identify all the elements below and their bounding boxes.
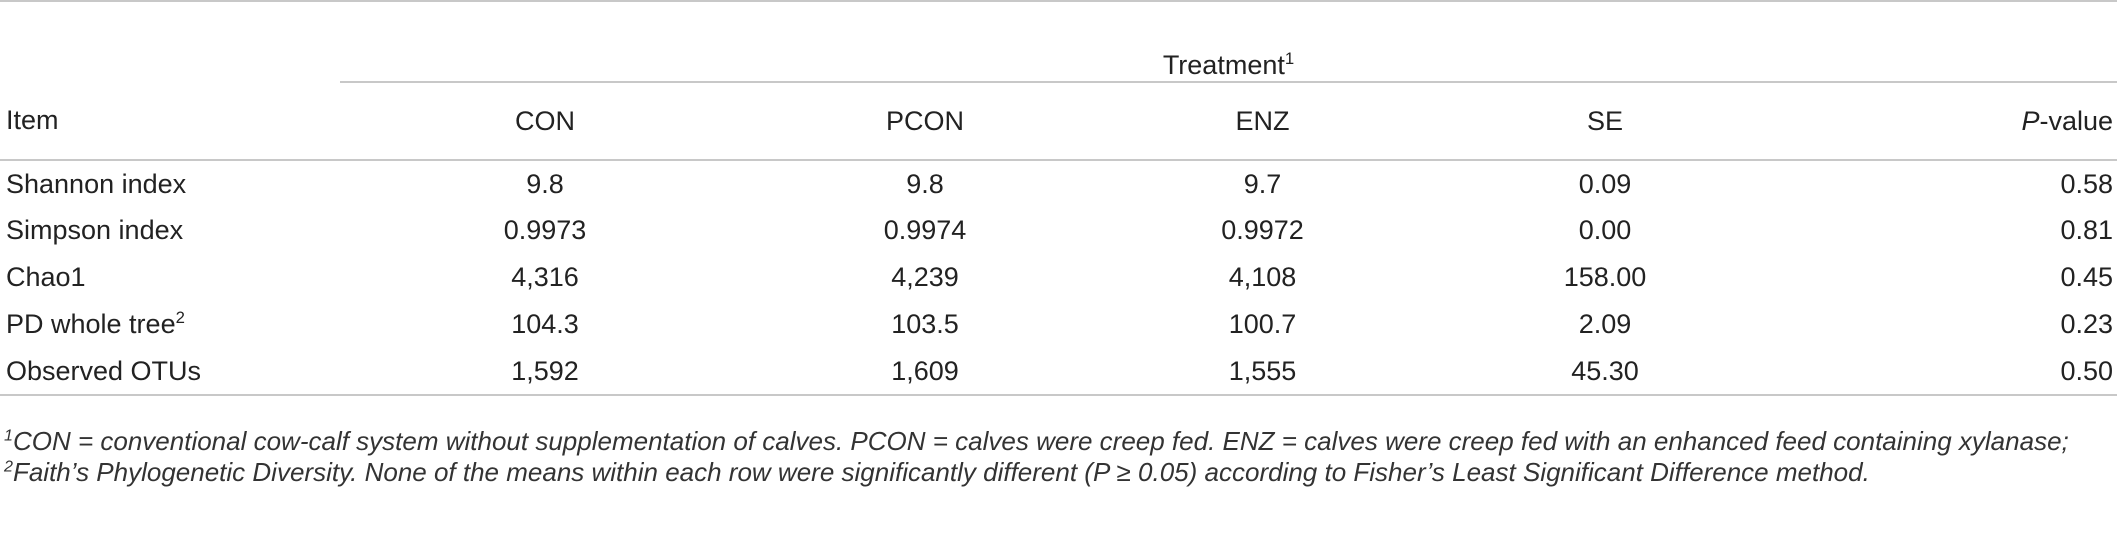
table-row: Chao1 4,316 4,239 4,108 158.00 0.45: [0, 254, 2117, 301]
table-row: Simpson index 0.9973 0.9974 0.9972 0.00 …: [0, 207, 2117, 254]
col-header-p-value: P-value: [1785, 82, 2117, 161]
col-header-se: SE: [1425, 82, 1785, 161]
col-header-con: CON: [340, 82, 750, 161]
cell-se: 45.30: [1425, 348, 1785, 396]
cell-pcon: 4,239: [891, 262, 959, 292]
table-footnote: 1CON = conventional cow-calf system with…: [4, 426, 2112, 488]
cell-p-value: 0.23: [2060, 309, 2113, 339]
cell-enz: 100.7: [1228, 309, 1297, 339]
cell-pcon: 9.8: [906, 168, 944, 199]
table-row: Shannon index 9.8 9.8 9.7 0.09 0.58: [0, 160, 2117, 207]
cell-con: 4,316: [511, 262, 579, 292]
cell-p-value: 0.58: [2060, 168, 2113, 199]
cell-con: 0.9973: [503, 215, 587, 245]
cell-con: 9.8: [526, 168, 564, 199]
cell-con: 1,592: [340, 348, 750, 396]
treatment-group-header: Treatment1: [340, 2, 2117, 83]
footnote-text-1: CON = conventional cow-calf system witho…: [12, 426, 2069, 456]
cell-enz: 1,555: [1100, 348, 1425, 396]
cell-se: 158.00: [1563, 262, 1647, 292]
cell-pcon: 103.5: [891, 309, 959, 339]
column-header-row: Item CON PCON ENZ SE P-value: [0, 82, 2117, 161]
cell-se: 0.09: [1578, 168, 1632, 199]
cell-p-value: 0.45: [2060, 262, 2113, 292]
cell-con: 104.3: [511, 309, 579, 339]
cell-se: 2.09: [1578, 309, 1632, 339]
group-header-row: Treatment1: [0, 2, 2117, 83]
data-table: Treatment1 Item CON PCON ENZ SE P-value …: [0, 0, 2117, 396]
row-label: PD whole tree2: [6, 308, 185, 339]
table-row: Observed OTUs 1,592 1,609 1,555 45.30 0.…: [0, 348, 2117, 396]
cell-p-value: 0.50: [1785, 348, 2117, 396]
footnote-marker: 1: [4, 426, 13, 445]
cell-enz: 0.9972: [1221, 215, 1304, 245]
col-header-pcon: PCON: [750, 82, 1100, 161]
footnote-marker: 2: [4, 457, 13, 476]
cell-enz: 9.7: [1243, 168, 1282, 199]
footnote-marker: 2: [175, 308, 185, 327]
cell-enz: 4,108: [1228, 262, 1297, 292]
col-header-item: Item: [0, 82, 340, 161]
row-label: Simpson index: [6, 215, 184, 245]
table-row: PD whole tree2 104.3 103.5 100.7 2.09 0.…: [0, 301, 2117, 348]
col-header-enz: ENZ: [1100, 82, 1425, 161]
cell-p-value: 0.81: [2060, 215, 2113, 245]
row-label: Observed OTUs: [0, 348, 340, 396]
cell-se: 0.00: [1578, 215, 1632, 245]
cell-pcon: 0.9974: [883, 215, 967, 245]
cell-pcon: 1,609: [750, 348, 1100, 396]
row-label: Shannon index: [6, 168, 187, 199]
row-label: Chao1: [6, 262, 86, 292]
footnote-text-2: Faith’s Phylogenetic Diversity. None of …: [12, 457, 1870, 487]
footnote-marker: 1: [1284, 49, 1295, 68]
